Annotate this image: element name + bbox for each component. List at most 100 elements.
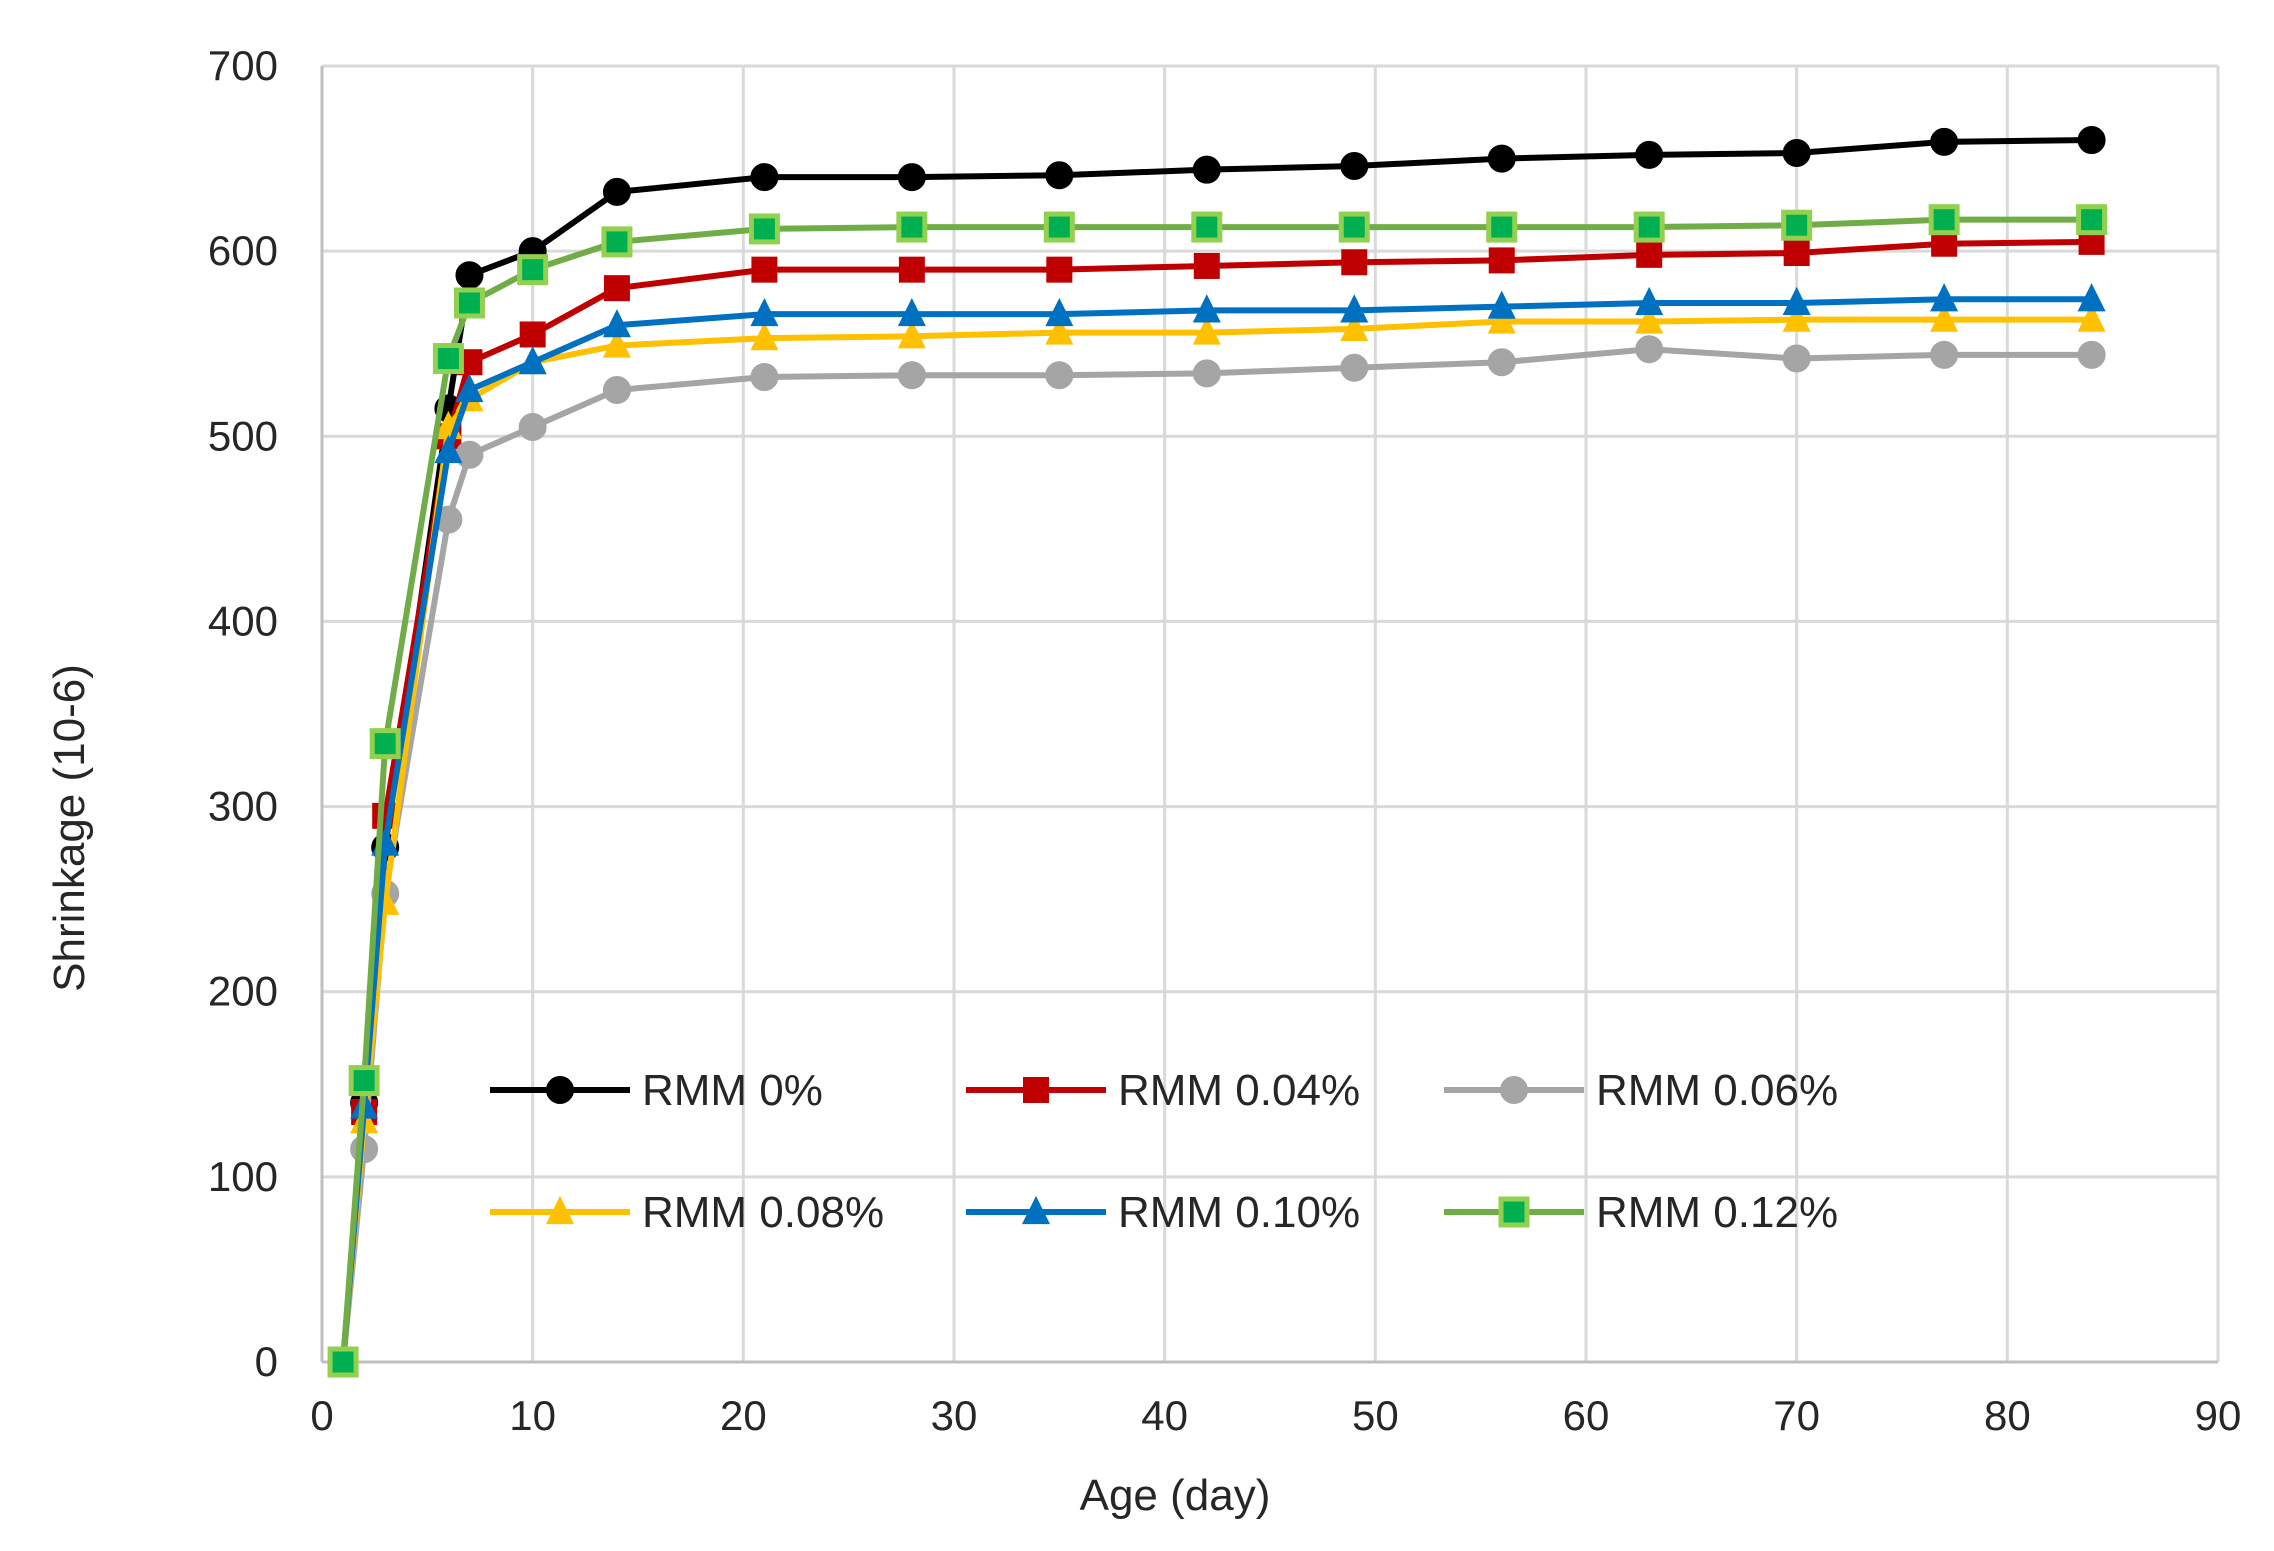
data-point [1192,155,1221,184]
data-point [1487,305,1516,334]
data-point [897,163,926,192]
data-point [1782,303,1811,332]
data-point [1636,241,1663,268]
data-point [455,440,484,469]
legend-label: RMM 0% [642,1066,823,1115]
data-point [1487,348,1516,377]
data-point [1486,211,1518,243]
data-point [1340,151,1369,180]
series-rmm-0-10- [329,283,2106,1375]
data-point [601,226,633,258]
data-point [602,177,631,206]
data-point [2077,126,2106,155]
legend-marker [546,1076,574,1104]
x-tick-label: 60 [1563,1392,1610,1439]
data-point [2076,204,2108,236]
y-axis-title: Shrinkage (10-6) [45,664,94,992]
data-point [1340,353,1369,382]
data-point [1192,359,1221,388]
data-point [1930,283,1959,312]
data-point [1191,211,1223,243]
data-point [603,275,630,302]
y-tick-label: 500 [208,412,278,459]
data-point [455,261,484,290]
data-point [518,413,547,442]
legend: RMM 0% RMM 0.04% RMM 0.06% RMM 0.08% RMM 0.1… [490,1066,1838,1237]
legend-marker [1498,1196,1530,1228]
legend-label: RMM 0.10% [1118,1188,1360,1237]
x-tick-label: 90 [2195,1392,2242,1439]
legend-label: RMM 0.08% [642,1188,884,1237]
data-point [1340,312,1369,341]
data-point [1782,139,1811,168]
x-axis-title: Age (day) [1080,1471,1271,1520]
data-point [897,361,926,390]
legend-marker [1500,1076,1528,1104]
data-point [897,297,926,327]
data-point [1930,340,1959,369]
legend-item: RMM 0% [490,1066,823,1115]
data-point [748,213,780,245]
legend-item: RMM 0.04% [966,1066,1360,1115]
x-tick-label: 30 [931,1392,978,1439]
x-tick-label: 70 [1773,1392,1820,1439]
data-point [1338,211,1370,243]
data-point [1487,144,1516,173]
data-point [455,373,484,403]
data-point [453,287,485,319]
data-point [2077,303,2106,332]
data-point [750,322,779,351]
x-tick-label: 80 [1984,1392,2031,1439]
series-line [340,137,2092,1363]
data-point [518,346,547,375]
data-point [751,256,778,283]
data-point [1930,303,1959,332]
y-tick-label: 300 [208,783,278,830]
legend-item: RMM 0.10% [966,1188,1360,1237]
data-point [1782,286,1811,316]
data-point [1782,344,1811,373]
data-point [348,1065,380,1097]
data-point [1045,161,1074,190]
y-tick-label: 100 [208,1153,278,1200]
y-tick-label: 600 [208,227,278,274]
legend-marker [1023,1077,1049,1103]
y-tick-label: 700 [208,42,278,89]
data-point [602,329,631,358]
data-point [2077,340,2106,369]
series-rmm-0-12- [327,204,2108,1378]
data-point [434,434,463,464]
legend-marker [546,1195,574,1225]
data-point [602,309,631,338]
data-point [1340,294,1369,323]
x-tick-label: 40 [1141,1392,1188,1439]
x-tick-label: 20 [720,1392,767,1439]
data-point [750,297,779,327]
data-point [1635,335,1664,364]
data-point [1635,286,1664,316]
x-tick-label: 0 [310,1392,333,1439]
data-point [1635,140,1664,169]
data-point [1487,290,1516,319]
data-point [1192,316,1221,345]
data-point [1045,361,1074,390]
data-point [750,363,779,392]
data-point [1928,204,1960,236]
data-point [1193,252,1220,279]
data-point [2077,283,2106,312]
data-point [517,254,549,286]
legend-marker [1022,1195,1050,1225]
data-point [1488,247,1515,274]
legend-item: RMM 0.08% [490,1188,884,1237]
y-tick-label: 0 [255,1338,278,1385]
data-point [369,728,401,760]
data-point [897,320,926,349]
legend-label: RMM 0.12% [1596,1188,1838,1237]
y-tick-label: 400 [208,597,278,644]
y-tick-label: 200 [208,968,278,1015]
data-point [327,1346,359,1378]
data-point [1783,239,1810,266]
axes: 0 100 200 300 400 500 600 700 0 10 20 30 40 50 60 70 80 9… [208,42,2241,1439]
legend-item: RMM 0.06% [1444,1066,1838,1115]
